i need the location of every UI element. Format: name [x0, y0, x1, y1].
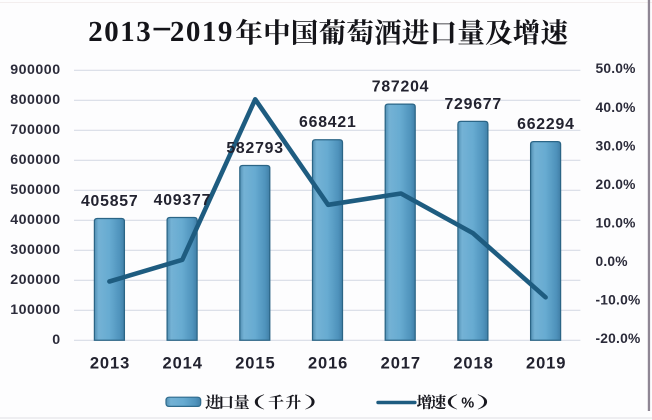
svg-text:200000: 200000	[10, 272, 60, 288]
svg-text:405857: 405857	[81, 193, 139, 210]
svg-text:2015: 2015	[235, 354, 275, 372]
svg-text:409377: 409377	[154, 192, 212, 209]
svg-text:2014: 2014	[163, 354, 203, 372]
svg-text:0: 0	[52, 332, 60, 348]
svg-text:400000: 400000	[10, 212, 60, 228]
svg-text:582793: 582793	[226, 140, 284, 157]
svg-text:-10.0%: -10.0%	[596, 293, 641, 308]
svg-text:-20.0%: -20.0%	[596, 331, 641, 346]
svg-text:800000: 800000	[10, 92, 60, 108]
svg-text:40.0%: 40.0%	[596, 100, 636, 115]
svg-text:729677: 729677	[444, 96, 502, 113]
svg-text:500000: 500000	[10, 182, 60, 198]
svg-text:2017: 2017	[381, 354, 421, 372]
svg-text:900000: 900000	[10, 62, 60, 78]
svg-text:2016: 2016	[308, 354, 348, 372]
svg-text:30.0%: 30.0%	[596, 138, 636, 153]
svg-text:668421: 668421	[299, 114, 357, 131]
svg-text:20.0%: 20.0%	[596, 177, 636, 192]
svg-text:50.0%: 50.0%	[596, 61, 636, 76]
svg-text:600000: 600000	[10, 152, 60, 168]
svg-text:10.0%: 10.0%	[596, 216, 636, 231]
svg-text:2019: 2019	[526, 354, 566, 372]
svg-text:300000: 300000	[10, 242, 60, 258]
svg-text:100000: 100000	[10, 302, 60, 318]
svg-text:2018: 2018	[453, 354, 493, 372]
svg-text:2013: 2013	[90, 354, 130, 372]
svg-text:0.0%: 0.0%	[596, 254, 628, 269]
svg-text:787204: 787204	[372, 79, 430, 96]
svg-text:700000: 700000	[10, 122, 60, 138]
svg-text:662294: 662294	[517, 116, 575, 133]
